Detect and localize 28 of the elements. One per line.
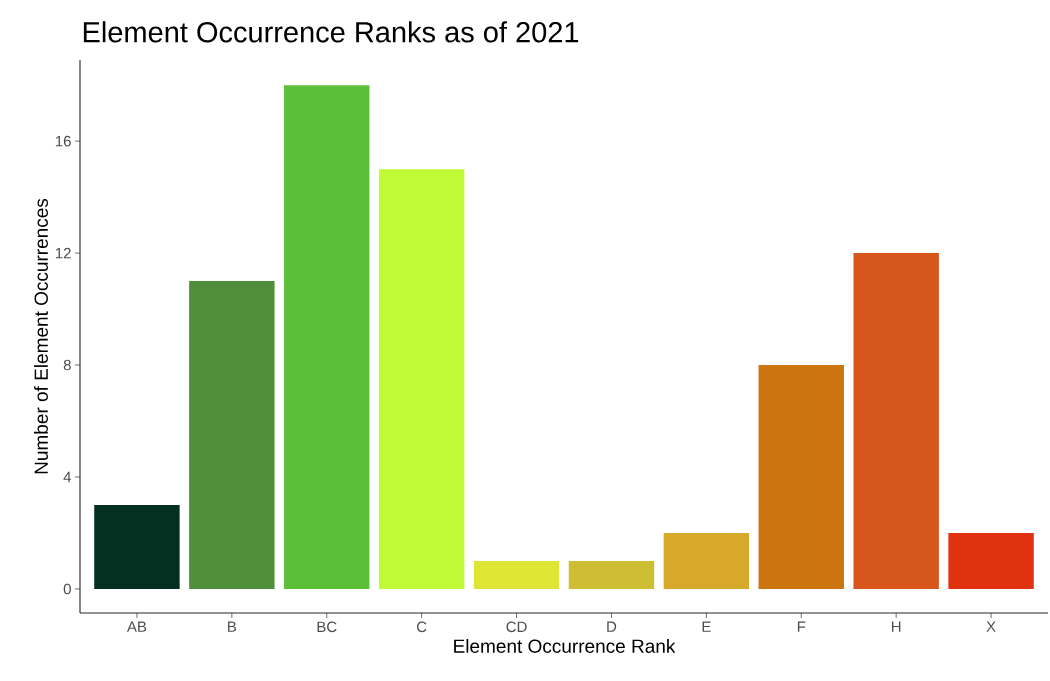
bar — [948, 532, 1034, 589]
bar — [284, 85, 370, 589]
y-tick-label: 16 — [55, 135, 71, 147]
y-axis-title: Number of Element Occurrences — [34, 198, 48, 474]
bar — [189, 281, 275, 589]
bar — [473, 560, 560, 589]
bar — [758, 365, 844, 589]
y-tick-label: 12 — [55, 247, 71, 259]
x-tick-label: F — [797, 621, 806, 632]
x-tick-label: B — [228, 621, 237, 632]
x-tick-label: E — [702, 621, 711, 632]
chart-title: Element Occurrence Ranks as of 2021 — [83, 21, 579, 43]
bar — [378, 169, 465, 589]
x-tick-label: X — [986, 621, 996, 632]
bar — [94, 504, 180, 589]
x-axis-title: Element Occurrence Rank — [454, 638, 676, 653]
y-tick-label: 4 — [63, 471, 72, 483]
x-tick-label: CD — [506, 621, 527, 633]
y-tick-label: 0 — [63, 583, 71, 595]
bar — [663, 532, 750, 589]
x-tick-label: D — [607, 621, 617, 632]
x-tick-label: BC — [317, 621, 337, 633]
y-tick-label: 8 — [63, 359, 71, 371]
bar — [853, 253, 939, 589]
x-tick-label: AB — [126, 621, 147, 632]
bar — [568, 560, 655, 589]
x-tick-label: H — [891, 621, 901, 632]
x-tick-label: C — [417, 621, 427, 633]
